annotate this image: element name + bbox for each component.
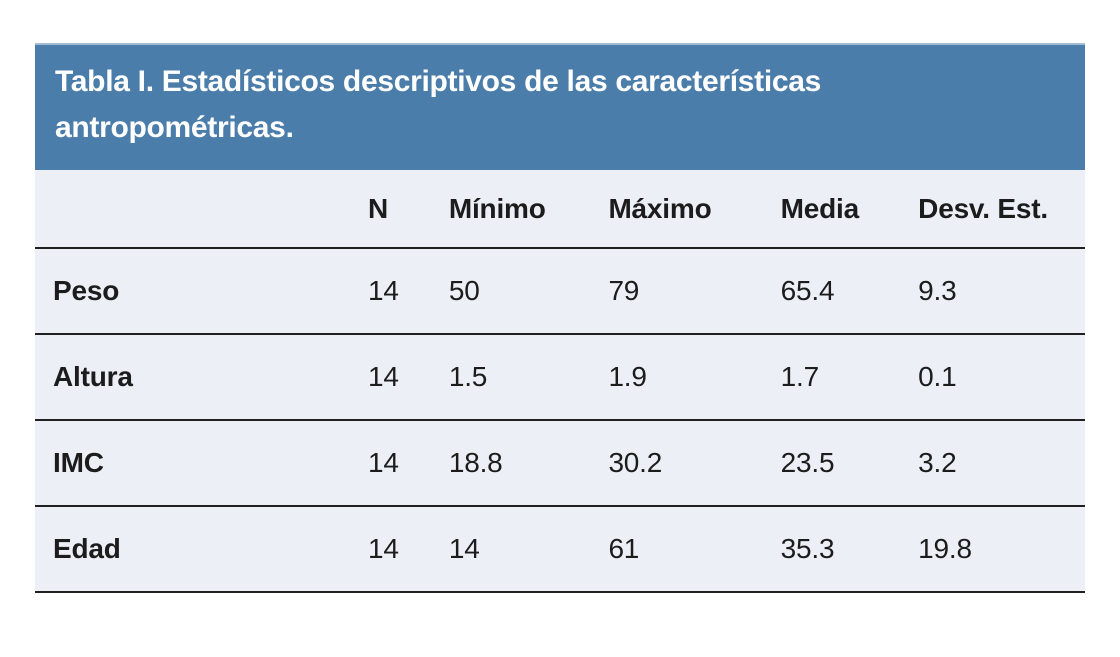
table-row-peso: Peso 14 50 79 65.4 9.3 [35, 248, 1085, 335]
descriptive-stats-table: Tabla I. Estadísticos descriptivos de la… [35, 43, 1085, 593]
cell-n: 14 [350, 420, 431, 507]
row-label: Edad [35, 506, 350, 593]
cell-minimo: 18.8 [430, 420, 591, 507]
table-row-imc: IMC 14 18.8 30.2 23.5 3.2 [35, 420, 1085, 507]
header-row: N Mínimo Máximo Media Desv. Est. [35, 170, 1085, 249]
cell-maximo: 1.9 [590, 334, 763, 421]
column-header-empty [35, 170, 350, 249]
stats-table: N Mínimo Máximo Media Desv. Est. Peso 14… [35, 170, 1085, 593]
cell-media: 35.3 [762, 506, 901, 593]
cell-maximo: 61 [590, 506, 763, 593]
cell-desv-est: 19.8 [900, 506, 1085, 593]
table-title-bar: Tabla I. Estadísticos descriptivos de la… [35, 43, 1085, 170]
column-header-n: N [350, 170, 431, 249]
cell-minimo: 14 [430, 506, 591, 593]
cell-media: 1.7 [762, 334, 901, 421]
column-header-media: Media [762, 170, 901, 249]
cell-desv-est: 3.2 [900, 420, 1085, 507]
cell-minimo: 50 [430, 248, 591, 335]
table-title: Tabla I. Estadísticos descriptivos de la… [55, 65, 822, 144]
cell-maximo: 30.2 [590, 420, 763, 507]
cell-media: 65.4 [762, 248, 901, 335]
cell-n: 14 [350, 506, 431, 593]
column-header-desv-est: Desv. Est. [900, 170, 1085, 249]
row-label: Peso [35, 248, 350, 335]
cell-n: 14 [350, 334, 431, 421]
column-header-minimo: Mínimo [430, 170, 591, 249]
row-label: Altura [35, 334, 350, 421]
row-label: IMC [35, 420, 350, 507]
cell-n: 14 [350, 248, 431, 335]
column-header-maximo: Máximo [590, 170, 763, 249]
cell-maximo: 79 [590, 248, 763, 335]
cell-media: 23.5 [762, 420, 901, 507]
table-row-altura: Altura 14 1.5 1.9 1.7 0.1 [35, 334, 1085, 421]
cell-desv-est: 0.1 [900, 334, 1085, 421]
cell-desv-est: 9.3 [900, 248, 1085, 335]
table-row-edad: Edad 14 14 61 35.3 19.8 [35, 506, 1085, 593]
cell-minimo: 1.5 [430, 334, 591, 421]
